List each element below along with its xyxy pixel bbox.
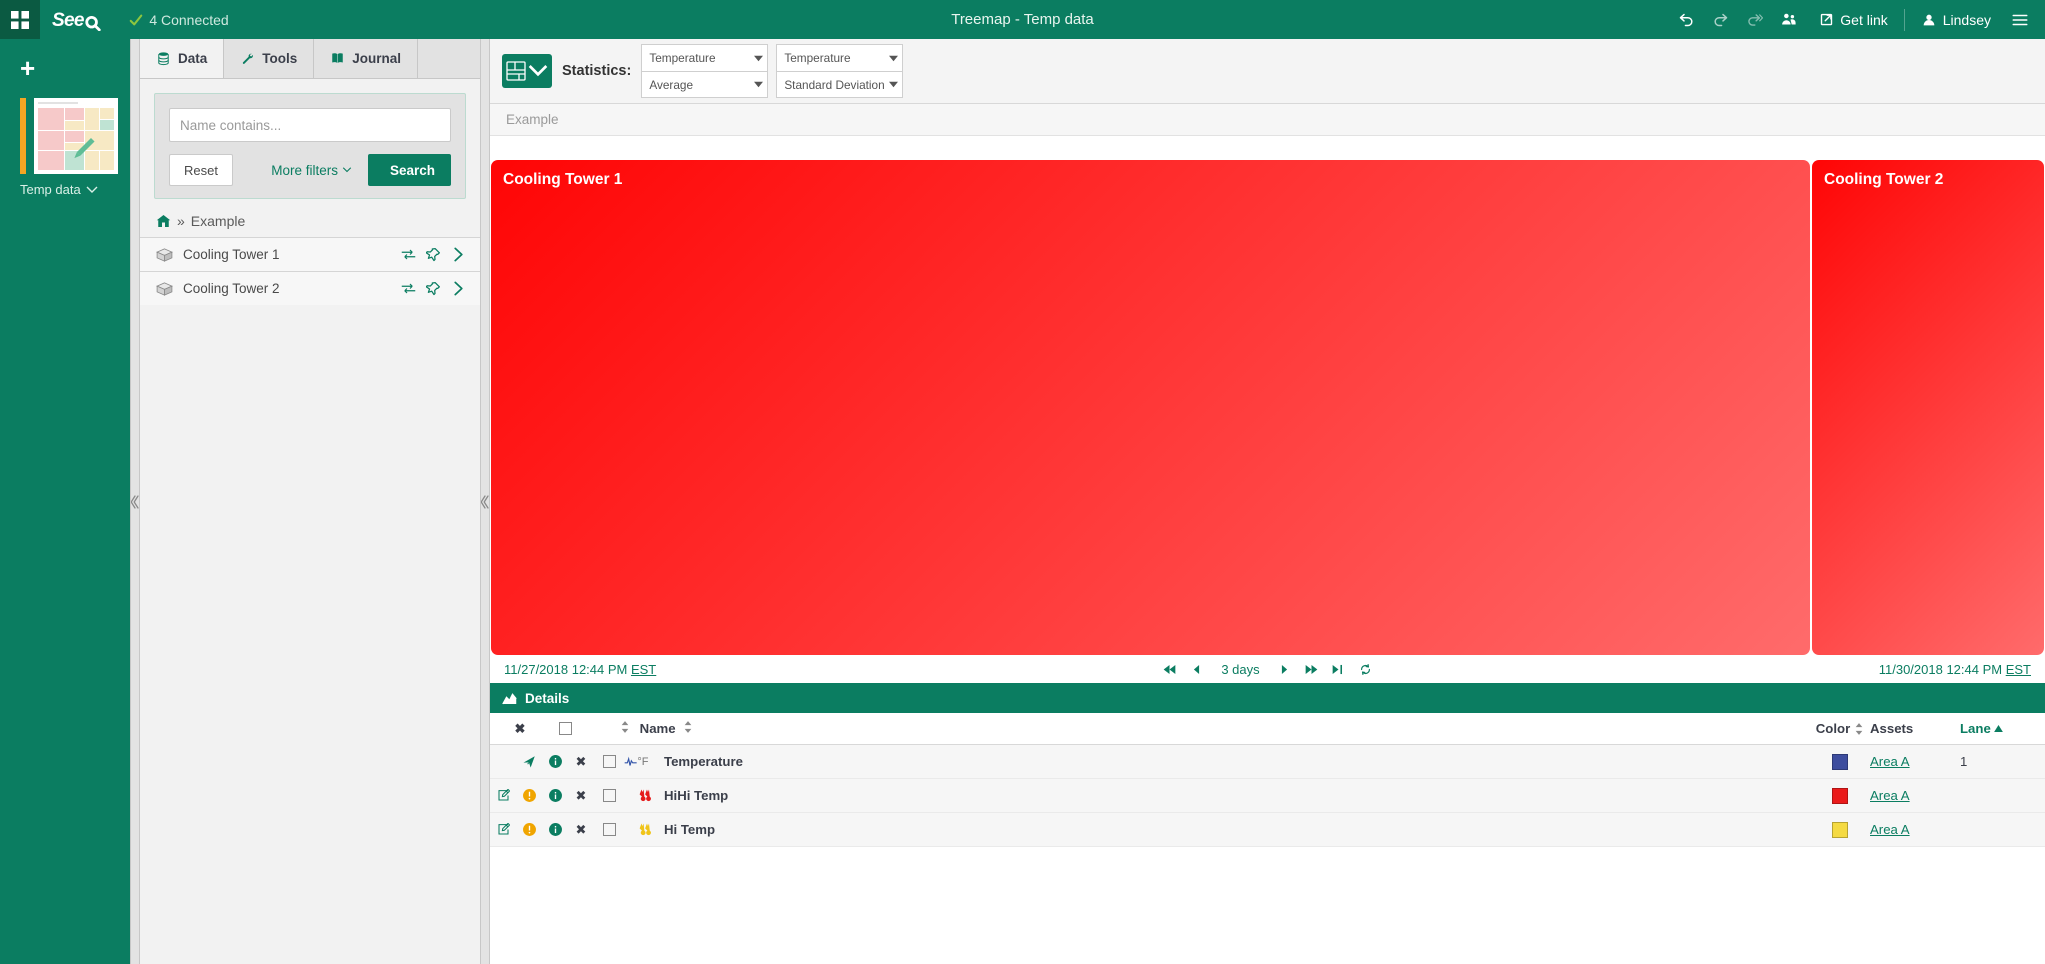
svg-text:See: See — [52, 9, 85, 30]
